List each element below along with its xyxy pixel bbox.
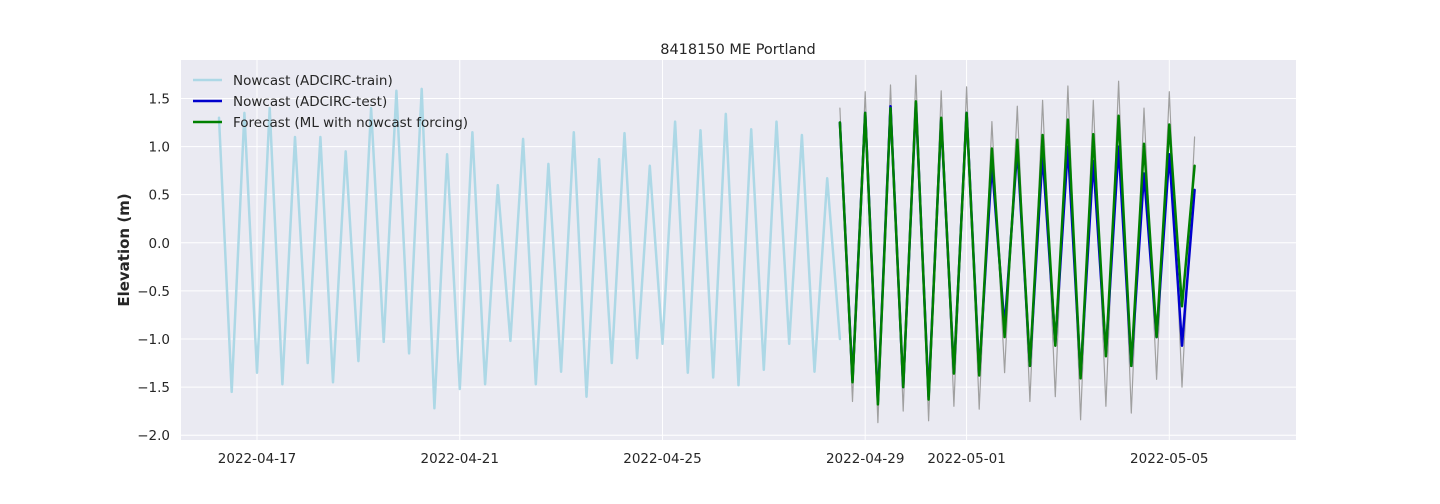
chart-title: 8418150 ME Portland: [660, 42, 816, 58]
y-tick-label: 0.5: [149, 188, 170, 204]
x-tick-label: 2022-04-29: [826, 451, 904, 467]
x-tick-label: 2022-04-17: [218, 451, 296, 467]
y-tick-label: 1.0: [149, 140, 170, 156]
x-tick-label: 2022-04-25: [623, 451, 701, 467]
y-tick-label: 1.5: [149, 91, 170, 107]
y-axis-label: Elevation (m): [115, 193, 133, 306]
y-tick-label: 0.0: [149, 236, 170, 252]
ticks-layer: 2022-04-17 2022-04-21 2022-04-25 2022-04-29…: [137, 91, 1208, 467]
series-line-forecast: [838, 100, 1196, 406]
y-tick-label: −2.0: [137, 428, 170, 444]
legend-label: Forecast (ML with nowcast forcing): [233, 115, 468, 131]
x-tick-label: 2022-05-01: [927, 451, 1005, 467]
y-tick-label: −1.5: [137, 380, 170, 396]
legend-label: Nowcast (ADCIRC-train): [233, 73, 393, 89]
legend-label: Nowcast (ADCIRC-test): [233, 94, 387, 110]
x-tick-label: 2022-04-21: [421, 451, 499, 467]
series-layer: [217, 74, 1196, 424]
y-tick-label: −1.0: [137, 332, 170, 348]
x-tick-label: 2022-05-05: [1130, 451, 1208, 467]
series-line-nowcast-train: [217, 87, 842, 410]
y-tick-label: −0.5: [137, 284, 170, 300]
legend: Nowcast (ADCIRC-train) Nowcast (ADCIRC-te…: [193, 73, 468, 131]
